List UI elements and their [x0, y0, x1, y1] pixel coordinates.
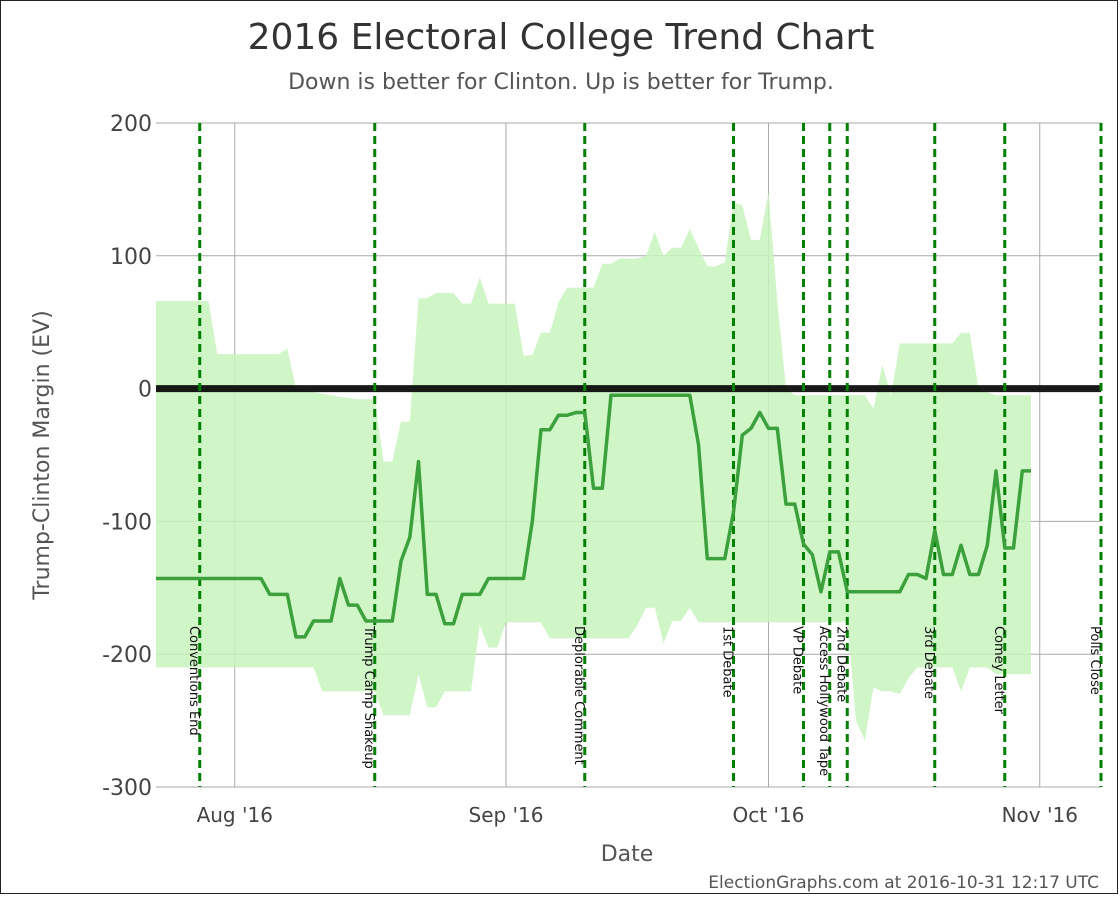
event-label: Comey Letter	[991, 626, 1006, 715]
chart-subtitle: Down is better for Clinton. Up is better…	[288, 70, 834, 95]
event-label: Trump Camp Shakeup	[361, 625, 376, 769]
x-tick-label: Sep '16	[469, 803, 544, 827]
event-label: 1st Debate	[720, 626, 735, 698]
event-label: Polls Close	[1087, 626, 1102, 695]
range-band-area	[156, 192, 1031, 741]
y-axis-label: Trump-Clinton Margin (EV)	[30, 310, 55, 600]
event-label: 2nd Debate	[833, 626, 848, 702]
series-line	[156, 393, 1031, 639]
y-tick-label: 0	[138, 378, 152, 403]
y-tick-label: -200	[102, 643, 152, 668]
credit-text: ElectionGraphs.com at 2016-10-31 12:17 U…	[708, 873, 1099, 893]
event-label: Conventions End	[186, 626, 201, 736]
event-label: Access Hollywood Tape	[816, 626, 831, 776]
range-band	[156, 192, 1031, 741]
x-axis-label: Date	[601, 842, 654, 867]
y-tick-label: 200	[110, 112, 152, 137]
event-label: VP Debate	[790, 626, 805, 694]
y-tick-label: -100	[102, 510, 152, 535]
x-tick-label: Oct '16	[733, 803, 805, 827]
y-tick-label: -300	[102, 776, 152, 801]
axes: 200 100 0 -100 -200 -300 Aug '16 Sep '16 Oct '16…	[102, 112, 1078, 827]
x-tick-label: Aug '16	[197, 803, 273, 827]
event-markers: Conventions End Trump Camp Shakeup Deplora…	[186, 123, 1103, 787]
margin-line	[156, 393, 1031, 639]
x-tick-label: Nov '16	[1002, 803, 1078, 827]
event-label: Deplorable Comment	[571, 626, 586, 765]
y-tick-label: 100	[110, 245, 152, 270]
chart-title: 2016 Electoral College Trend Chart	[248, 17, 875, 58]
event-label: 3rd Debate	[921, 626, 936, 699]
